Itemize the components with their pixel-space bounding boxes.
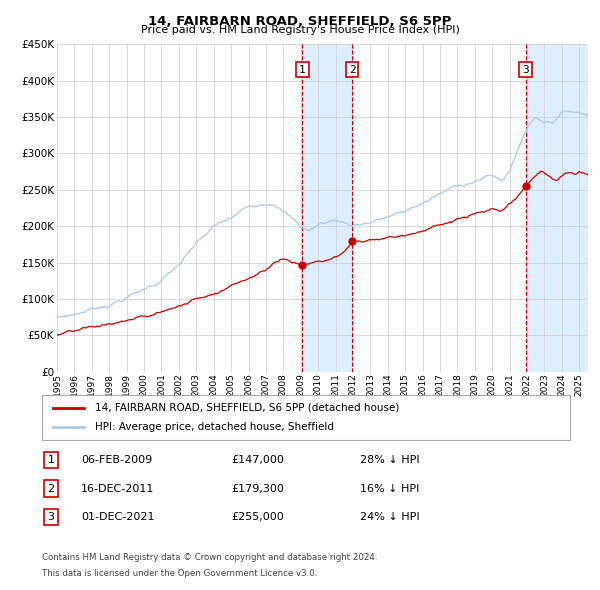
Text: £179,300: £179,300	[231, 484, 284, 493]
Text: 01-DEC-2021: 01-DEC-2021	[81, 512, 155, 522]
Text: This data is licensed under the Open Government Licence v3.0.: This data is licensed under the Open Gov…	[42, 569, 317, 578]
Text: Price paid vs. HM Land Registry's House Price Index (HPI): Price paid vs. HM Land Registry's House …	[140, 25, 460, 35]
Text: £147,000: £147,000	[231, 455, 284, 465]
Text: 16-DEC-2011: 16-DEC-2011	[81, 484, 154, 493]
Text: 14, FAIRBARN ROAD, SHEFFIELD, S6 5PP: 14, FAIRBARN ROAD, SHEFFIELD, S6 5PP	[148, 15, 452, 28]
Text: 28% ↓ HPI: 28% ↓ HPI	[360, 455, 419, 465]
Text: 14, FAIRBARN ROAD, SHEFFIELD, S6 5PP (detached house): 14, FAIRBARN ROAD, SHEFFIELD, S6 5PP (de…	[95, 403, 399, 412]
Text: £255,000: £255,000	[231, 512, 284, 522]
Text: 3: 3	[522, 65, 529, 75]
Text: 1: 1	[299, 65, 306, 75]
Text: 24% ↓ HPI: 24% ↓ HPI	[360, 512, 419, 522]
Text: 1: 1	[47, 455, 55, 465]
Text: Contains HM Land Registry data © Crown copyright and database right 2024.: Contains HM Land Registry data © Crown c…	[42, 553, 377, 562]
Text: 2: 2	[349, 65, 356, 75]
Text: 3: 3	[47, 512, 55, 522]
Text: 06-FEB-2009: 06-FEB-2009	[81, 455, 152, 465]
Text: 2: 2	[47, 484, 55, 493]
Bar	[526, 44, 588, 372]
Text: 16% ↓ HPI: 16% ↓ HPI	[360, 484, 419, 493]
Text: HPI: Average price, detached house, Sheffield: HPI: Average price, detached house, Shef…	[95, 422, 334, 432]
Bar	[302, 44, 352, 372]
